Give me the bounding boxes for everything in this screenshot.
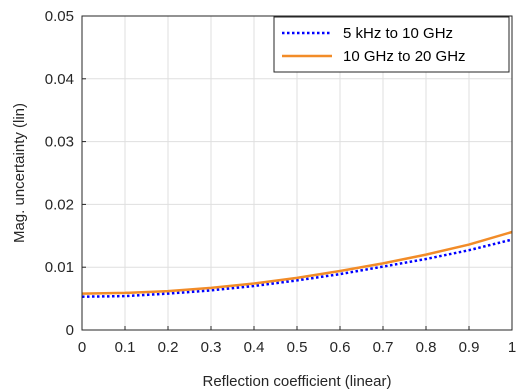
y-axis-label: Mag. uncertainty (lin) xyxy=(11,103,28,243)
legend: 5 kHz to 10 GHz 10 GHz to 20 GHz xyxy=(273,16,510,73)
x-tick-label: 0.6 xyxy=(330,339,351,356)
x-tick-label: 0.3 xyxy=(201,339,222,356)
y-tick-label: 0.02 xyxy=(45,196,74,213)
legend-box xyxy=(273,16,510,73)
y-tick-label: 0.05 xyxy=(45,8,74,25)
x-tick-label: 0.2 xyxy=(158,339,179,356)
series-line-2 xyxy=(81,230,513,295)
legend-label-series-2: 10 GHz to 20 GHz xyxy=(343,48,466,65)
x-tick-label: 0.1 xyxy=(115,339,136,356)
y-tick-label: 0 xyxy=(66,322,74,339)
axis-ticks xyxy=(81,15,513,331)
y-tick-label: 0.03 xyxy=(45,134,74,151)
x-tick-label: 0.4 xyxy=(244,339,265,356)
x-tick-label: 0.8 xyxy=(416,339,437,356)
y-tick-label: 0.04 xyxy=(45,71,74,88)
x-tick-label: 1 xyxy=(508,339,516,356)
tick-labels: 0 0.1 0.2 0.3 0.4 0.5 0.6 0.7 0.8 0.9 1 0 0.01 0.02 0.… xyxy=(45,8,516,356)
series-line-1 xyxy=(81,238,513,298)
x-tick-label: 0 xyxy=(78,339,86,356)
y-tick-label: 0.01 xyxy=(45,259,74,276)
x-tick-label: 0.5 xyxy=(287,339,308,356)
x-axis-label: Reflection coefficient (linear) xyxy=(203,373,392,390)
legend-label-series-1: 5 kHz to 10 GHz xyxy=(343,25,453,42)
series-lines xyxy=(81,230,513,298)
x-tick-label: 0.9 xyxy=(459,339,480,356)
x-tick-label: 0.7 xyxy=(373,339,394,356)
